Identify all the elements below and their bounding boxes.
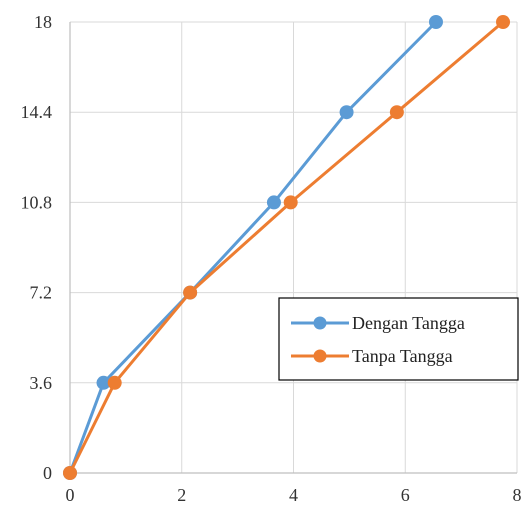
legend-item-dengan-tangga: Dengan Tangga (291, 313, 465, 333)
y-tick-label: 10.8 (21, 192, 53, 212)
data-point-tanpa-tangga (183, 285, 198, 300)
data-point-tanpa-tangga (389, 105, 404, 120)
data-point-dengan-tangga (339, 105, 354, 120)
data-point-tanpa-tangga (63, 466, 77, 480)
series-tanpa-tangga (63, 15, 511, 480)
legend-label-tanpa-tangga: Tanpa Tangga (352, 346, 453, 366)
series-group (63, 15, 511, 480)
legend-item-tanpa-tangga: Tanpa Tangga (291, 346, 453, 366)
legend-marker-dengan-tangga (313, 316, 327, 330)
data-point-dengan-tangga (96, 375, 111, 390)
data-point-tanpa-tangga (283, 195, 298, 210)
y-tick-label: 0 (43, 463, 52, 483)
x-tick-label: 8 (513, 485, 522, 505)
legend: Dengan Tangga Tanpa Tangga (278, 297, 519, 381)
y-tick-label: 3.6 (30, 373, 53, 393)
data-point-tanpa-tangga (107, 375, 122, 390)
axes (69, 22, 517, 474)
legend-label-dengan-tangga: Dengan Tangga (352, 313, 465, 333)
data-point-tanpa-tangga (496, 15, 511, 29)
series-line-tanpa-tangga (68, 20, 504, 474)
y-tick-label: 18 (34, 12, 52, 32)
tick-labels: 0 3.6 7.2 10.8 14.4 18 0 2 4 6 8 (21, 12, 522, 505)
x-tick-label: 4 (289, 485, 298, 505)
data-point-dengan-tangga (266, 195, 281, 210)
series-dengan-tangga (63, 15, 443, 480)
x-tick-label: 6 (401, 485, 410, 505)
y-tick-label: 14.4 (21, 102, 53, 122)
legend-marker-tanpa-tangga (313, 349, 327, 363)
series-line-dengan-tangga (68, 20, 438, 474)
legend-box (278, 297, 519, 381)
y-tick-label: 7.2 (30, 283, 53, 303)
data-point-dengan-tangga (428, 15, 443, 29)
x-tick-label: 2 (177, 485, 186, 505)
x-tick-label: 0 (66, 485, 75, 505)
grid (69, 21, 518, 474)
